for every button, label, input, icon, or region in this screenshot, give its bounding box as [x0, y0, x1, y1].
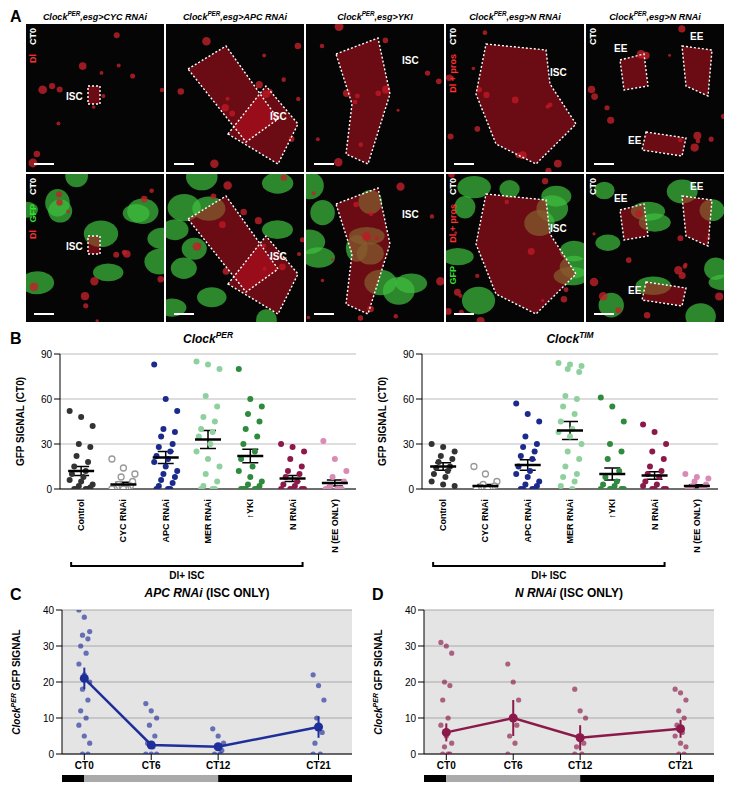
svg-text:Dl + pros: Dl + pros	[448, 204, 458, 243]
svg-text:CT0: CT0	[28, 28, 38, 45]
svg-text:Control: Control	[76, 499, 86, 531]
svg-text:ISC: ISC	[550, 67, 567, 78]
svg-text:EE: EE	[628, 135, 642, 146]
html-text:ClockPER: ClockPER	[183, 330, 233, 346]
svg-text:0: 0	[410, 749, 416, 760]
svg-text:Dl+ ISC: Dl+ ISC	[169, 570, 204, 581]
svg-text:ClockPER,esg>APC RNAi: ClockPER,esg>APC RNAi	[183, 10, 288, 22]
svg-text:EE: EE	[690, 31, 704, 42]
svg-text:CT0: CT0	[448, 28, 458, 45]
svg-text:30: 30	[43, 641, 55, 652]
svg-text:EE: EE	[614, 193, 628, 204]
svg-text:CT21: CT21	[306, 760, 331, 771]
svg-text:ClockPER,esg>N RNAi: ClockPER,esg>N RNAi	[469, 10, 561, 22]
svg-text:0: 0	[46, 484, 52, 495]
html-text:D: D	[372, 586, 384, 603]
svg-text:CT0: CT0	[28, 178, 38, 195]
svg-text:CT12: CT12	[568, 760, 593, 771]
svg-text:APC RNAi: APC RNAi	[161, 499, 171, 543]
svg-text:CT0: CT0	[588, 28, 598, 45]
svg-text:EE: EE	[690, 181, 704, 192]
svg-text:20: 20	[43, 677, 55, 688]
svg-text:GFP SIGNAL (CT0): GFP SIGNAL (CT0)	[377, 377, 388, 466]
svg-text:CT12: CT12	[206, 760, 231, 771]
svg-text:10: 10	[405, 713, 417, 724]
svg-text:ClockPER GFP SIGNAL: ClockPER GFP SIGNAL	[10, 629, 22, 734]
svg-text:N (EE ONLY): N (EE ONLY)	[692, 499, 702, 553]
svg-text:ISC: ISC	[66, 241, 83, 252]
svg-text:APC RNAi: APC RNAi	[523, 499, 533, 543]
html-text:B: B	[10, 330, 22, 347]
svg-text:N RNAi: N RNAi	[288, 499, 298, 530]
svg-text:30: 30	[403, 439, 415, 450]
svg-text:EE: EE	[628, 285, 642, 296]
svg-text:A: A	[10, 8, 22, 25]
svg-text:20: 20	[405, 677, 417, 688]
svg-text:10: 10	[43, 713, 55, 724]
svg-text:GFP: GFP	[448, 266, 458, 285]
svg-text:N (EE ONLY): N (EE ONLY)	[330, 499, 340, 553]
svg-text:ISC: ISC	[402, 55, 419, 66]
svg-text:30: 30	[405, 641, 417, 652]
svg-text:ClockPER,esg>YKI: ClockPER,esg>YKI	[337, 10, 413, 22]
svg-text:N RNAi: N RNAi	[650, 499, 660, 530]
svg-text:↑YKI: ↑YKI	[245, 499, 255, 519]
html-text:APC RNAi (ISC ONLY): APC RNAi (ISC ONLY)	[144, 586, 270, 600]
svg-text:ClockPER GFP SIGNAL: ClockPER GFP SIGNAL	[372, 629, 384, 734]
svg-text:CYC RNAi: CYC RNAi	[480, 499, 490, 543]
svg-text:CT6: CT6	[142, 760, 161, 771]
svg-text:0: 0	[48, 749, 54, 760]
html-text:C: C	[10, 586, 22, 603]
svg-text:GFP: GFP	[28, 204, 38, 223]
svg-text:40: 40	[405, 605, 417, 616]
svg-text:CT6: CT6	[504, 760, 523, 771]
svg-text:CT0: CT0	[437, 760, 456, 771]
svg-text:ISC: ISC	[66, 91, 83, 102]
svg-text:MER RNAi: MER RNAi	[565, 499, 575, 544]
svg-text:90: 90	[41, 349, 53, 360]
svg-text:EE: EE	[614, 43, 628, 54]
svg-text:ClockPER,esg>CYC RNAi: ClockPER,esg>CYC RNAi	[43, 10, 148, 22]
svg-text:ISC: ISC	[402, 209, 419, 220]
svg-text:Dl + pros: Dl + pros	[448, 54, 458, 93]
svg-text:Dl: Dl	[28, 230, 38, 239]
svg-text:ISC: ISC	[550, 223, 567, 234]
svg-text:↑YKI: ↑YKI	[607, 499, 617, 519]
svg-text:CT21: CT21	[668, 760, 693, 771]
svg-text:60: 60	[41, 394, 53, 405]
svg-text:ClockPER,esg>N RNAi: ClockPER,esg>N RNAi	[609, 10, 701, 22]
svg-text:Dl: Dl	[28, 54, 38, 63]
svg-text:ISC: ISC	[270, 251, 287, 262]
svg-text:ISC: ISC	[270, 111, 287, 122]
svg-text:90: 90	[403, 349, 415, 360]
svg-text:0: 0	[408, 484, 414, 495]
svg-text:Dl+ ISC: Dl+ ISC	[531, 570, 566, 581]
html-text:ClockTIM: ClockTIM	[546, 330, 594, 346]
svg-text:CT0: CT0	[448, 178, 458, 195]
svg-text:CT0: CT0	[588, 178, 598, 195]
svg-text:CT0: CT0	[75, 760, 94, 771]
svg-text:40: 40	[43, 605, 55, 616]
html-text:N RNAi (ISC ONLY): N RNAi (ISC ONLY)	[514, 586, 624, 600]
svg-text:CYC RNAi: CYC RNAi	[118, 499, 128, 543]
svg-text:30: 30	[41, 439, 53, 450]
svg-text:GFP SIGNAL (CT0): GFP SIGNAL (CT0)	[15, 377, 26, 466]
svg-text:MER RNAi: MER RNAi	[203, 499, 213, 544]
svg-text:Control: Control	[438, 499, 448, 531]
svg-text:60: 60	[403, 394, 415, 405]
